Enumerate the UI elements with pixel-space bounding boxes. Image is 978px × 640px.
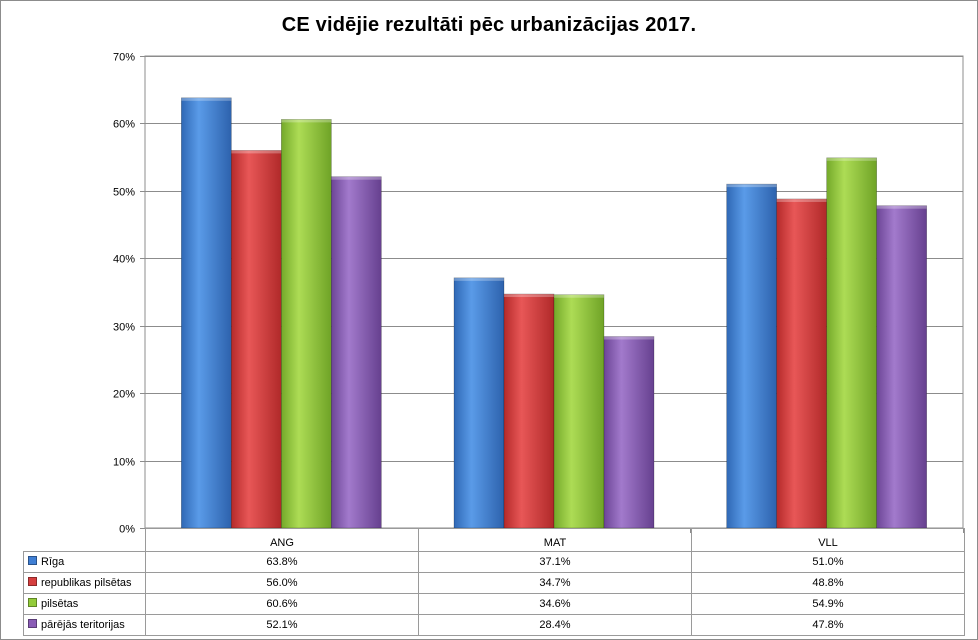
bar-highlight: [454, 277, 504, 281]
data-label: 28.4%: [418, 614, 692, 636]
bar-highlight: [876, 205, 927, 209]
bar-highlight: [554, 294, 604, 298]
bar: [281, 119, 332, 529]
data-label: 37.1%: [418, 551, 692, 573]
series-name: pārējās teritorijas: [41, 619, 125, 631]
bar: [726, 183, 777, 529]
series-legend-cell: pārējās teritorijas: [23, 614, 146, 636]
table-row: pārējās teritorijas 52.1% 28.4% 47.8%: [23, 614, 965, 636]
bar-highlight: [281, 119, 332, 123]
data-label: 60.6%: [145, 593, 419, 615]
data-label: 56.0%: [145, 572, 419, 594]
data-table: ANG MAT VLL Rīga 63.8% 37.1% 51.0% repub…: [23, 528, 965, 636]
bar-highlight: [604, 336, 654, 340]
y-tick-label: 70%: [113, 52, 135, 64]
bar-highlight: [826, 157, 877, 161]
category-label: VLL: [691, 528, 965, 552]
bar: [826, 157, 877, 529]
data-label: 52.1%: [145, 614, 419, 636]
category-label: ANG: [145, 528, 419, 552]
data-label: 48.8%: [691, 572, 965, 594]
bar-highlight: [504, 294, 554, 298]
table-header-row: ANG MAT VLL: [23, 528, 965, 552]
bar: [181, 97, 232, 529]
bar: [603, 336, 655, 529]
bar-highlight: [776, 198, 827, 202]
data-label: 63.8%: [145, 551, 419, 573]
data-label: 51.0%: [691, 551, 965, 573]
bar: [331, 176, 382, 529]
data-label: 47.8%: [691, 614, 965, 636]
y-tick-label: 10%: [113, 457, 135, 469]
bar: [776, 198, 827, 529]
data-label: 34.7%: [418, 572, 692, 594]
table-row: Rīga 63.8% 37.1% 51.0%: [23, 551, 965, 573]
series-legend-cell: Rīga: [23, 551, 146, 573]
series-legend-cell: republikas pilsētas: [23, 572, 146, 594]
legend-swatch: [28, 577, 37, 586]
category-label: MAT: [418, 528, 692, 552]
series-name: republikas pilsētas: [41, 577, 132, 589]
bar-highlight: [726, 184, 777, 188]
bar: [453, 277, 505, 529]
legend-swatch: [28, 598, 37, 607]
bar: [876, 205, 927, 529]
data-label: 34.6%: [418, 593, 692, 615]
bar: [231, 150, 282, 529]
y-tick-label: 40%: [113, 254, 135, 266]
bar: [553, 294, 605, 529]
legend-swatch: [28, 619, 37, 628]
table-row: pilsētas 60.6% 34.6% 54.9%: [23, 593, 965, 615]
bar-highlight: [181, 97, 232, 101]
table-corner: [23, 528, 146, 552]
y-tick-label: 20%: [113, 389, 135, 401]
data-label: 54.9%: [691, 593, 965, 615]
series-legend-cell: pilsētas: [23, 593, 146, 615]
y-tick-label: 30%: [113, 322, 135, 334]
series-name: pilsētas: [41, 598, 79, 610]
bar-highlight: [231, 150, 282, 154]
series-name: Rīga: [41, 556, 65, 568]
legend-swatch: [28, 556, 37, 565]
y-tick-label: 50%: [113, 187, 135, 199]
bar-highlight: [331, 176, 382, 180]
table-row: republikas pilsētas 56.0% 34.7% 48.8%: [23, 572, 965, 594]
bar: [503, 293, 555, 529]
chart-title: CE vidējie rezultāti pēc urbanizācijas 2…: [281, 14, 697, 36]
y-tick-label: 60%: [113, 119, 135, 131]
